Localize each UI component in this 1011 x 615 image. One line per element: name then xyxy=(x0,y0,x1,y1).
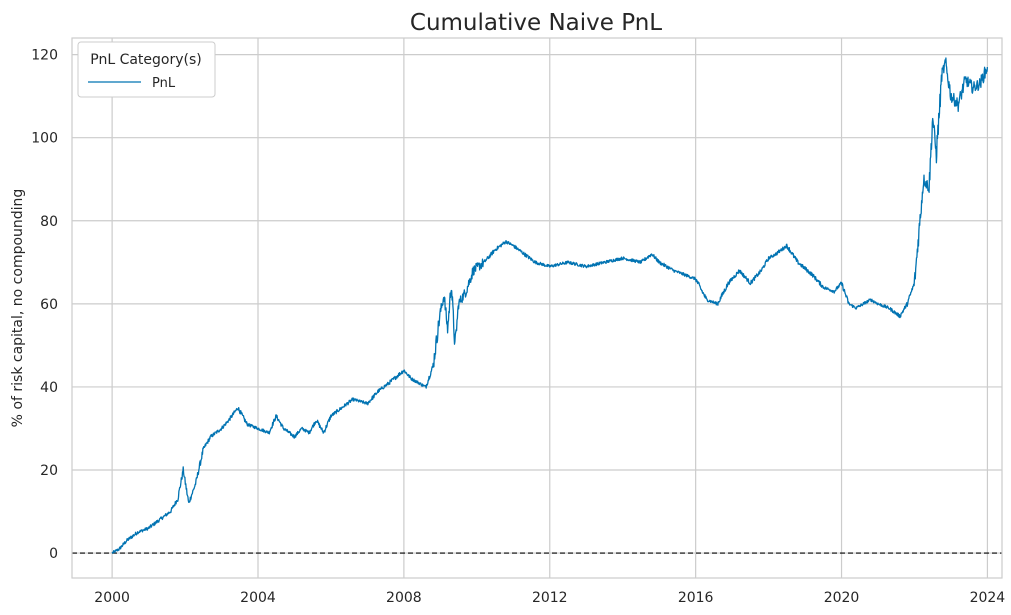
grid-lines xyxy=(72,38,1002,578)
x-tick-label: 2012 xyxy=(532,590,568,606)
legend: PnL Category(s) PnL xyxy=(77,41,216,98)
x-tick-label: 2008 xyxy=(386,590,422,606)
legend-label-pnl: PnL xyxy=(152,76,176,91)
x-tick-label: 2020 xyxy=(824,590,860,606)
y-tick-label: 120 xyxy=(31,48,58,64)
y-tick-label: 100 xyxy=(31,131,58,147)
y-axis-ticks: 0 20 40 60 80 100 120 xyxy=(31,48,58,562)
x-tick-label: 2016 xyxy=(678,590,714,606)
series-line-pnl xyxy=(111,57,989,554)
y-axis-label: % of risk capital, no compounding xyxy=(10,189,26,428)
x-tick-label: 2024 xyxy=(970,590,1006,606)
legend-title: PnL Category(s) xyxy=(90,52,202,68)
y-tick-label: 60 xyxy=(40,297,58,313)
plot-area xyxy=(72,38,1002,578)
x-tick-label: 2000 xyxy=(94,590,130,606)
x-tick-label: 2004 xyxy=(240,590,276,606)
legend-box xyxy=(77,41,216,98)
y-tick-label: 20 xyxy=(40,463,58,479)
x-axis-ticks: 2000 2004 2008 2012 2016 2020 2024 xyxy=(94,590,1005,606)
y-tick-label: 40 xyxy=(40,380,58,396)
y-tick-label: 80 xyxy=(40,214,58,230)
y-tick-label: 0 xyxy=(49,546,58,562)
plot-frame xyxy=(71,37,1003,579)
chart-title: Cumulative Naive PnL xyxy=(410,10,662,36)
